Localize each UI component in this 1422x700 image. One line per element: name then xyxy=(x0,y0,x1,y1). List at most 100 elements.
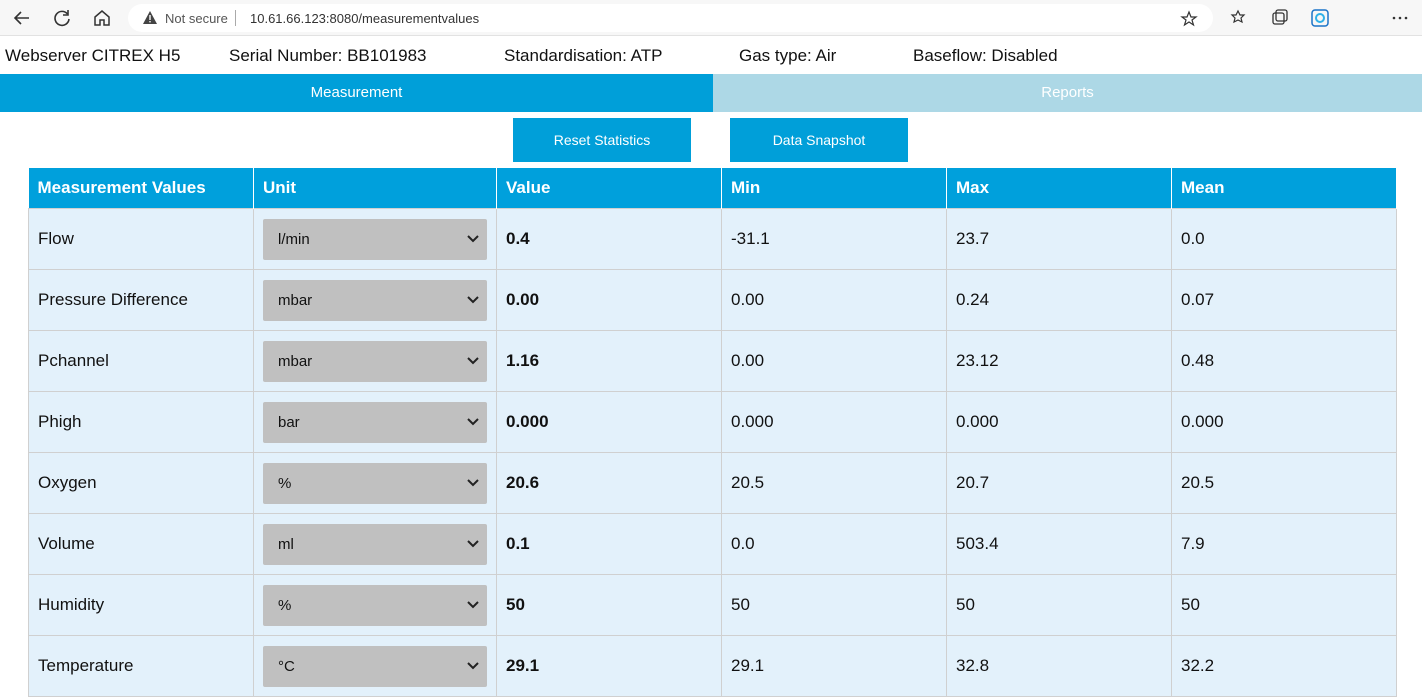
warning-icon xyxy=(143,11,157,24)
measurement-name: Pressure Difference xyxy=(28,269,254,331)
table-row: Oxygen% 20.6 20.5 20.7 20.5 xyxy=(28,452,1397,514)
max: 23.12 xyxy=(946,330,1172,392)
max: 50 xyxy=(946,574,1172,636)
dropdown-chevron xyxy=(467,600,479,608)
min: -31.1 xyxy=(721,208,947,270)
unit-option: mbar xyxy=(278,291,313,309)
edge-button[interactable] xyxy=(1310,8,1330,28)
column-header: Measurement Values xyxy=(28,168,254,209)
serial-number: Serial Number: BB101983 xyxy=(229,46,427,65)
table-row: Humidity% 50 50 50 50 xyxy=(28,574,1397,636)
dropdown-chevron xyxy=(467,478,479,486)
mean: 7.9 xyxy=(1171,513,1397,575)
measurement-name: Temperature xyxy=(28,635,254,697)
unit-option: mbar xyxy=(278,352,313,370)
unit-option: °C xyxy=(278,657,295,675)
unit-select[interactable]: ml xyxy=(263,523,487,565)
unit-option: l/min xyxy=(278,230,310,248)
mean: 0.48 xyxy=(1171,330,1397,392)
value: 1.16 xyxy=(496,330,722,392)
dropdown-chevron xyxy=(467,234,479,242)
favorite-button[interactable] xyxy=(1180,10,1198,28)
min: 0.00 xyxy=(721,330,947,392)
min: 20.5 xyxy=(721,452,947,514)
reload-button[interactable] xyxy=(52,8,72,28)
back-button[interactable] xyxy=(12,8,32,28)
column-header: Unit xyxy=(253,168,497,209)
unit-select[interactable]: l/min xyxy=(263,218,487,260)
min: 29.1 xyxy=(721,635,947,697)
unit-select[interactable]: mbar xyxy=(263,340,487,382)
gas-type: Gas type: Air xyxy=(739,46,837,65)
max: 503.4 xyxy=(946,513,1172,575)
measurement-name: Oxygen xyxy=(28,452,254,514)
collections-button[interactable] xyxy=(1270,8,1290,28)
unit-select[interactable]: °C xyxy=(263,645,487,687)
table-row: Pchannel mbar 1.16 0.00 23.12 0.48 xyxy=(28,330,1397,392)
mean: 20.5 xyxy=(1171,452,1397,514)
dropdown-chevron xyxy=(467,295,479,303)
value: 50 xyxy=(496,574,722,636)
max: 0.000 xyxy=(946,391,1172,453)
standardisation: Standardisation: ATP xyxy=(504,46,663,65)
max: 20.7 xyxy=(946,452,1172,514)
tab-measurement[interactable]: Measurement xyxy=(0,74,713,112)
measurement-name: Flow xyxy=(28,208,254,270)
tab-reports[interactable]: Reports xyxy=(713,74,1422,112)
device-info: Webserver CITREX H5 Serial Number: BB101… xyxy=(0,36,1422,74)
unit-cell: mbar xyxy=(253,330,497,392)
mean: 0.000 xyxy=(1171,391,1397,453)
table-row: Flow l/min 0.4 -31.1 23.7 0.0 xyxy=(28,208,1397,270)
table-row: Temperature °C 29.1 29.1 32.8 32.2 xyxy=(28,635,1397,697)
unit-cell: % xyxy=(253,452,497,514)
unit-cell: mbar xyxy=(253,269,497,331)
table-row: Pressure Difference mbar 0.00 0.00 0.24 0.07 xyxy=(28,269,1397,331)
column-header: Mean xyxy=(1171,168,1397,209)
reset-statistics-button[interactable]: Reset Statistics xyxy=(513,118,691,162)
unit-cell: bar xyxy=(253,391,497,453)
unit-select[interactable]: % xyxy=(263,584,487,626)
dropdown-chevron xyxy=(467,661,479,669)
value: 0.00 xyxy=(496,269,722,331)
column-header: Min xyxy=(721,168,947,209)
dropdown-chevron xyxy=(467,356,479,364)
min: 0.00 xyxy=(721,269,947,331)
unit-cell: ml xyxy=(253,513,497,575)
unit-option: % xyxy=(278,596,292,614)
data-snapshot-button[interactable]: Data Snapshot xyxy=(730,118,908,162)
unit-select[interactable]: mbar xyxy=(263,279,487,321)
favorites-button[interactable] xyxy=(1230,8,1250,28)
unit-select[interactable]: % xyxy=(263,462,487,504)
measurement-name: Humidity xyxy=(28,574,254,636)
device-name: Webserver CITREX H5 xyxy=(5,46,181,65)
min: 0.000 xyxy=(721,391,947,453)
unit-select[interactable]: bar xyxy=(263,401,487,443)
max: 23.7 xyxy=(946,208,1172,270)
max: 32.8 xyxy=(946,635,1172,697)
unit-cell: % xyxy=(253,574,497,636)
unit-option: ml xyxy=(278,535,294,553)
menu-button[interactable] xyxy=(1390,8,1410,28)
address-bar[interactable]: Not secure 10.61.66.123:8080/measurement… xyxy=(128,4,1213,32)
home-button[interactable] xyxy=(92,8,112,28)
url-text: 10.61.66.123:8080/measurementvalues xyxy=(250,11,480,26)
column-header: Value xyxy=(496,168,722,209)
table-row: Volume ml 0.1 0.0 503.4 7.9 xyxy=(28,513,1397,575)
value: 29.1 xyxy=(496,635,722,697)
measurement-name: Pchannel xyxy=(28,330,254,392)
baseflow: Baseflow: Disabled xyxy=(913,46,1058,65)
unit-cell: °C xyxy=(253,635,497,697)
mean: 32.2 xyxy=(1171,635,1397,697)
measurement-name: Volume xyxy=(28,513,254,575)
header-row: Measurement Values Unit Value Min Max Mean xyxy=(28,168,1397,209)
measurement-table: Measurement Values Unit Value Min Max Mean Fl… xyxy=(28,168,1397,697)
value: 0.000 xyxy=(496,391,722,453)
value: 0.1 xyxy=(496,513,722,575)
value: 0.4 xyxy=(496,208,722,270)
separator xyxy=(235,10,236,26)
unit-option: bar xyxy=(278,413,300,431)
min: 0.0 xyxy=(721,513,947,575)
unit-option: % xyxy=(278,474,292,492)
